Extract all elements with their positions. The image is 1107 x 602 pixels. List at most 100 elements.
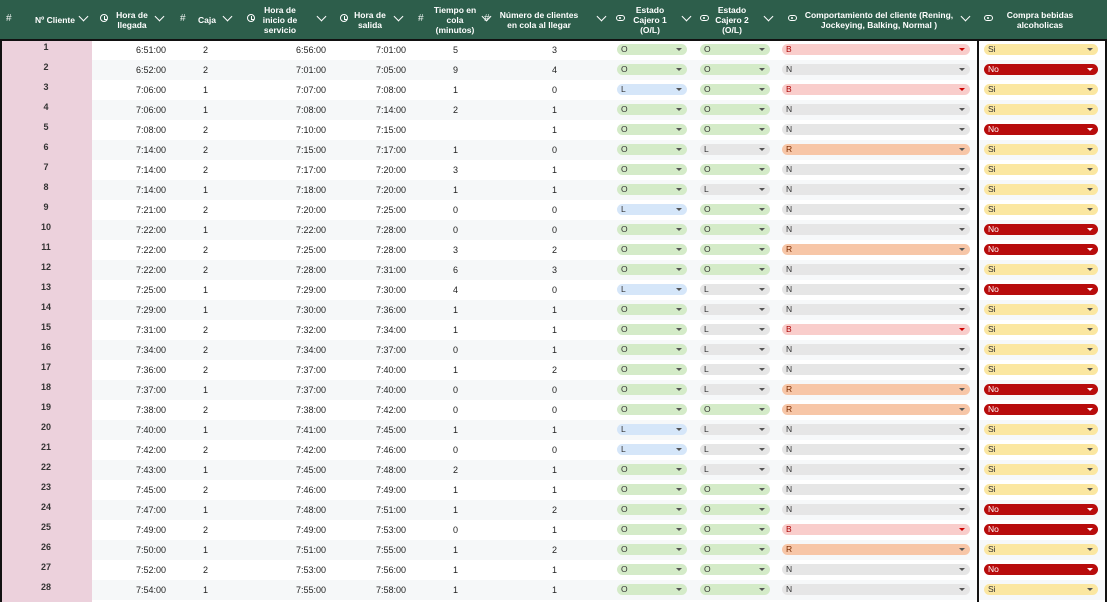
dropdown-arrow-icon[interactable] xyxy=(759,448,765,451)
cell-num[interactable]: 1 xyxy=(552,305,558,315)
cell-inicio[interactable]: 7:42:00 xyxy=(295,445,326,455)
dropdown-alc[interactable]: No xyxy=(984,244,1098,255)
dropdown-arrow-icon[interactable] xyxy=(676,588,682,591)
cell-num[interactable]: 0 xyxy=(552,385,558,395)
cell-salida[interactable]: 7:08:00 xyxy=(375,85,406,95)
dropdown-arrow-icon[interactable] xyxy=(759,248,765,251)
cell-llegada[interactable]: 7:47:00 xyxy=(135,505,166,515)
dropdown-arrow-icon[interactable] xyxy=(1087,228,1093,231)
dropdown-arrow-icon[interactable] xyxy=(959,148,965,151)
dropdown-arrow-icon[interactable] xyxy=(959,368,965,371)
cell-id[interactable]: 12 xyxy=(40,262,51,272)
dropdown-alc[interactable]: Si xyxy=(984,364,1098,375)
dropdown-alc[interactable]: Si xyxy=(984,184,1098,195)
dropdown-arrow-icon[interactable] xyxy=(1087,148,1093,151)
dropdown-alc[interactable]: No xyxy=(984,64,1098,75)
dropdown-alc[interactable]: Si xyxy=(984,304,1098,315)
cell-llegada[interactable]: 7:25:00 xyxy=(135,285,166,295)
cell-cola[interactable]: 1 xyxy=(453,565,459,575)
dropdown-comp[interactable]: N xyxy=(782,444,970,455)
dropdown-arrow-icon[interactable] xyxy=(676,568,682,571)
cell-cola[interactable]: 0 xyxy=(453,525,459,535)
cell-caja[interactable]: 2 xyxy=(203,245,209,255)
dropdown-c1[interactable]: O xyxy=(617,404,687,415)
cell-caja[interactable]: 1 xyxy=(203,425,209,435)
dropdown-arrow-icon[interactable] xyxy=(1087,388,1093,391)
cell-id[interactable]: 26 xyxy=(40,542,51,552)
dropdown-arrow-icon[interactable] xyxy=(1087,188,1093,191)
dropdown-comp[interactable]: N xyxy=(782,584,970,595)
dropdown-arrow-icon[interactable] xyxy=(959,568,965,571)
dropdown-alc[interactable]: Si xyxy=(984,484,1098,495)
cell-num[interactable]: 1 xyxy=(552,485,558,495)
dropdown-c2[interactable]: L xyxy=(700,364,770,375)
cell-caja[interactable]: 1 xyxy=(203,385,209,395)
cell-id[interactable]: 13 xyxy=(40,282,51,292)
cell-salida[interactable]: 7:42:00 xyxy=(375,405,406,415)
cell-num[interactable]: 1 xyxy=(552,465,558,475)
dropdown-arrow-icon[interactable] xyxy=(759,188,765,191)
dropdown-c2[interactable]: O xyxy=(700,484,770,495)
cell-salida[interactable]: 7:15:00 xyxy=(375,125,406,135)
dropdown-arrow-icon[interactable] xyxy=(959,488,965,491)
cell-salida[interactable]: 7:55:00 xyxy=(375,545,406,555)
dropdown-comp[interactable]: R xyxy=(782,404,970,415)
dropdown-c2[interactable]: O xyxy=(700,544,770,555)
cell-salida[interactable]: 7:20:00 xyxy=(375,185,406,195)
cell-num[interactable]: 3 xyxy=(552,265,558,275)
chevron-down-icon[interactable] xyxy=(960,11,971,22)
dropdown-arrow-icon[interactable] xyxy=(1087,368,1093,371)
cell-caja[interactable]: 2 xyxy=(203,145,209,155)
cell-llegada[interactable]: 7:06:00 xyxy=(135,105,166,115)
chevron-down-icon[interactable] xyxy=(681,11,692,22)
dropdown-c1[interactable]: O xyxy=(617,304,687,315)
cell-cola[interactable]: 0 xyxy=(453,445,459,455)
cell-inicio[interactable]: 7:17:00 xyxy=(295,165,326,175)
cell-salida[interactable]: 7:45:00 xyxy=(375,425,406,435)
dropdown-arrow-icon[interactable] xyxy=(959,528,965,531)
header-cell-llegada[interactable]: Hora de llegada xyxy=(0,0,1107,40)
dropdown-c2[interactable]: L xyxy=(700,424,770,435)
dropdown-arrow-icon[interactable] xyxy=(1087,328,1093,331)
header-cell-id[interactable]: # Nº Cliente xyxy=(0,0,1107,40)
cell-num[interactable]: 1 xyxy=(552,585,558,595)
dropdown-arrow-icon[interactable] xyxy=(759,588,765,591)
cell-inicio[interactable]: 7:55:00 xyxy=(295,585,326,595)
dropdown-arrow-icon[interactable] xyxy=(1087,588,1093,591)
cell-inicio[interactable]: 7:51:00 xyxy=(295,545,326,555)
dropdown-c1[interactable]: O xyxy=(617,184,687,195)
dropdown-comp[interactable]: R xyxy=(782,144,970,155)
dropdown-arrow-icon[interactable] xyxy=(959,508,965,511)
cell-inicio[interactable]: 7:34:00 xyxy=(295,345,326,355)
dropdown-arrow-icon[interactable] xyxy=(676,88,682,91)
cell-llegada[interactable]: 7:29:00 xyxy=(135,305,166,315)
dropdown-arrow-icon[interactable] xyxy=(1087,108,1093,111)
dropdown-arrow-icon[interactable] xyxy=(676,128,682,131)
dropdown-alc[interactable]: Si xyxy=(984,44,1098,55)
cell-inicio[interactable]: 7:46:00 xyxy=(295,485,326,495)
dropdown-arrow-icon[interactable] xyxy=(676,228,682,231)
cell-caja[interactable]: 1 xyxy=(203,185,209,195)
dropdown-arrow-icon[interactable] xyxy=(1087,288,1093,291)
cell-caja[interactable]: 2 xyxy=(203,65,209,75)
cell-inicio[interactable]: 7:25:00 xyxy=(295,245,326,255)
cell-inicio[interactable]: 7:08:00 xyxy=(295,105,326,115)
dropdown-arrow-icon[interactable] xyxy=(676,468,682,471)
dropdown-comp[interactable]: B xyxy=(782,324,970,335)
cell-llegada[interactable]: 7:14:00 xyxy=(135,165,166,175)
dropdown-arrow-icon[interactable] xyxy=(959,48,965,51)
dropdown-arrow-icon[interactable] xyxy=(759,108,765,111)
dropdown-arrow-icon[interactable] xyxy=(959,268,965,271)
cell-cola[interactable]: 1 xyxy=(453,365,459,375)
cell-inicio[interactable]: 7:01:00 xyxy=(295,65,326,75)
dropdown-alc[interactable]: Si xyxy=(984,264,1098,275)
cell-num[interactable]: 2 xyxy=(552,545,558,555)
cell-id[interactable]: 22 xyxy=(40,462,51,472)
dropdown-alc[interactable]: Si xyxy=(984,324,1098,335)
dropdown-arrow-icon[interactable] xyxy=(1087,408,1093,411)
dropdown-c2[interactable]: O xyxy=(700,404,770,415)
cell-caja[interactable]: 2 xyxy=(203,165,209,175)
cell-id[interactable]: 14 xyxy=(40,302,51,312)
dropdown-comp[interactable]: N xyxy=(782,364,970,375)
dropdown-c1[interactable]: O xyxy=(617,464,687,475)
